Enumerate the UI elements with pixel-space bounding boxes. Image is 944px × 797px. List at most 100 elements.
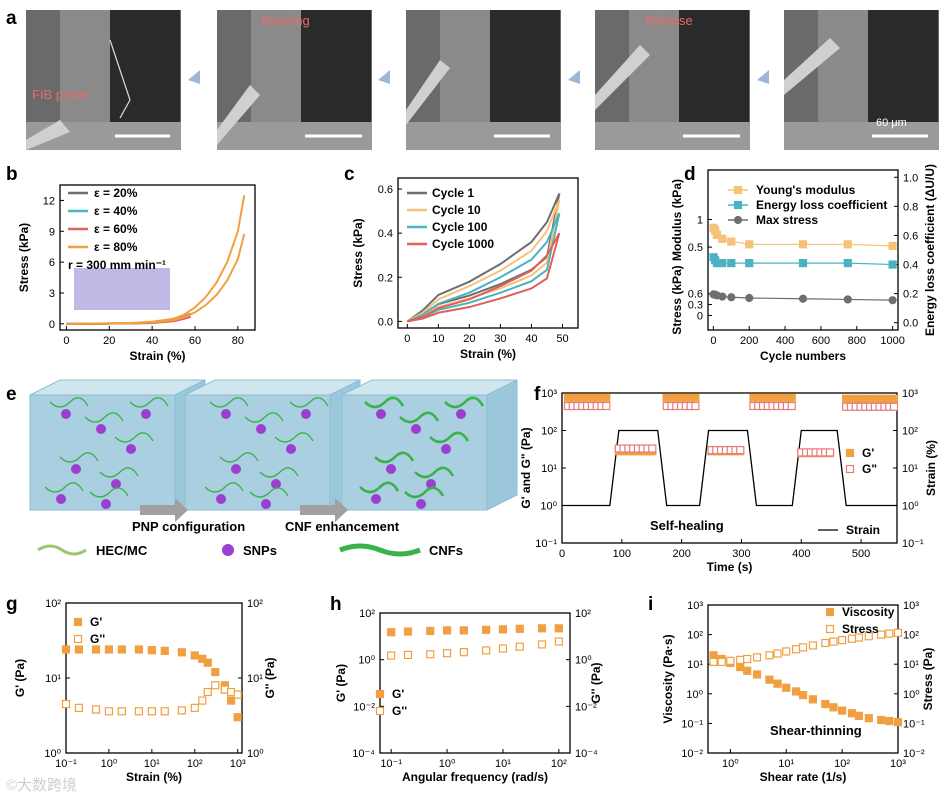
chart-h: h 10⁻¹ 10⁰ 10¹ 10² 10⁻⁴ 10⁻² 10⁰ 10² 10⁻⁴ 10⁻² 10⁰ 1…	[330, 594, 603, 784]
data-point	[61, 699, 71, 709]
x-tick-label: 10²	[551, 758, 567, 770]
x-tick-label: 10²	[834, 758, 850, 770]
fiber	[89, 487, 129, 498]
fiber	[59, 452, 99, 463]
legend-hecmc-label: HEC/MC	[96, 543, 148, 558]
panel-f-label: f	[534, 384, 541, 405]
x-tick-label: 0	[559, 548, 565, 560]
bending-label: Bending	[262, 13, 310, 28]
data-point	[736, 662, 745, 672]
nanoparticle	[286, 444, 296, 454]
x-tick-label: 10⁻¹	[55, 758, 77, 770]
release-label: Release	[645, 13, 693, 28]
y-tick-label: 10³	[902, 388, 918, 400]
legend-label: Cycle 1000	[432, 237, 494, 251]
nanoparticle	[411, 424, 421, 434]
fiber	[244, 412, 284, 423]
data-point	[403, 650, 413, 660]
data-point	[515, 642, 524, 651]
nanoparticle	[271, 479, 281, 489]
y-tick-label: 10⁻²	[353, 701, 375, 713]
y-tick-label: 10⁰	[686, 689, 703, 701]
data-point	[91, 705, 101, 714]
sem-image-1: FIB probe	[26, 10, 181, 150]
data-point	[743, 666, 752, 675]
series-line-Cycle 1	[406, 193, 561, 323]
y-tick-label: 10¹	[687, 659, 703, 671]
data-point	[190, 651, 199, 660]
data-point	[752, 670, 762, 679]
data-point	[773, 679, 782, 688]
chart-c: c 0 10 20 30 40 50 0.0 0.2 0.4 0.6 Strain (%) Stress…	[344, 164, 579, 361]
y-axis-title: Stress (kPa)	[17, 223, 31, 292]
x-tick-label: 800	[848, 335, 866, 347]
panel-e-label: e	[6, 384, 17, 405]
data-point	[885, 629, 894, 638]
data-point	[798, 294, 808, 303]
fiber	[404, 486, 445, 499]
plot-frame	[397, 177, 579, 329]
data-point	[226, 687, 236, 697]
strain-line	[562, 429, 897, 507]
y-tick-label: 3	[49, 288, 55, 300]
rate-label: r = 300 mm min⁻¹	[68, 258, 166, 272]
data-point	[838, 636, 847, 645]
data-point	[782, 683, 791, 692]
legend-marker	[733, 185, 743, 195]
fiber	[219, 452, 259, 463]
y-tick-label: 10⁰	[358, 655, 375, 667]
data-point	[829, 703, 838, 712]
legend-label: G'	[392, 687, 404, 701]
x-tick-label: 1000	[880, 335, 904, 347]
data-point	[798, 240, 808, 249]
nanoparticle	[386, 464, 396, 474]
y-tick-label: 10³	[903, 600, 919, 612]
data-point	[709, 651, 718, 660]
annotation-label: Shear-thinning	[770, 723, 862, 738]
hydrogel-schematic	[29, 379, 518, 557]
x-tick-label: 0	[710, 335, 716, 347]
fiber	[49, 397, 89, 408]
data-point	[134, 645, 144, 654]
y-right-axis-title: Energy loss coefficient (ΔU/U)	[923, 164, 937, 336]
data-point	[791, 645, 801, 654]
data-point	[459, 626, 468, 635]
x-tick-label: 40	[525, 333, 537, 345]
plot-frame	[379, 612, 571, 754]
data-point	[104, 645, 114, 654]
nanoparticle	[126, 444, 136, 454]
nanoparticle	[101, 499, 111, 509]
x-axis-title: Time (s)	[707, 560, 753, 574]
data-point	[211, 681, 220, 690]
legend-label: G"	[862, 462, 877, 476]
data-point	[736, 655, 745, 664]
data-point	[74, 703, 84, 712]
data-point	[211, 667, 220, 677]
data-point	[864, 632, 873, 641]
y-tick-label: 0.6	[688, 289, 703, 301]
y-tick-label: 10⁻²	[575, 701, 597, 713]
data-point	[691, 401, 700, 411]
pnp-configuration-label: PNP configuration	[132, 519, 245, 534]
data-point	[498, 644, 508, 653]
cube-front	[29, 394, 176, 511]
y-tick-label: 0.0	[378, 316, 393, 328]
y-tick-label: 1	[697, 214, 703, 226]
nanoparticle	[231, 464, 241, 474]
y-tick-label: 10⁻²	[903, 748, 925, 760]
y-tick-label: 10¹	[247, 673, 263, 685]
x-tick-label: 100	[613, 548, 631, 560]
data-point	[888, 296, 897, 305]
data-point	[134, 707, 144, 716]
chart-f: f 0 100 200 300 400 500 10⁻¹ 10⁰ 10¹ 10² 10³ 10⁻¹ 10⁰…	[519, 384, 938, 574]
y-tick-label: 10¹	[541, 463, 557, 475]
data-point	[829, 637, 838, 646]
y-tick-label: 0.5	[688, 242, 703, 254]
y-right-axis-title: G'' (Pa)	[263, 657, 277, 698]
y-tick-label: 10⁻¹	[535, 538, 557, 550]
data-point	[854, 633, 864, 642]
nanoparticle	[376, 409, 386, 419]
fiber	[84, 412, 124, 423]
y-tick-label: 10¹	[45, 673, 61, 685]
x-axis-title: Angular frequency (rad/s)	[402, 770, 548, 784]
